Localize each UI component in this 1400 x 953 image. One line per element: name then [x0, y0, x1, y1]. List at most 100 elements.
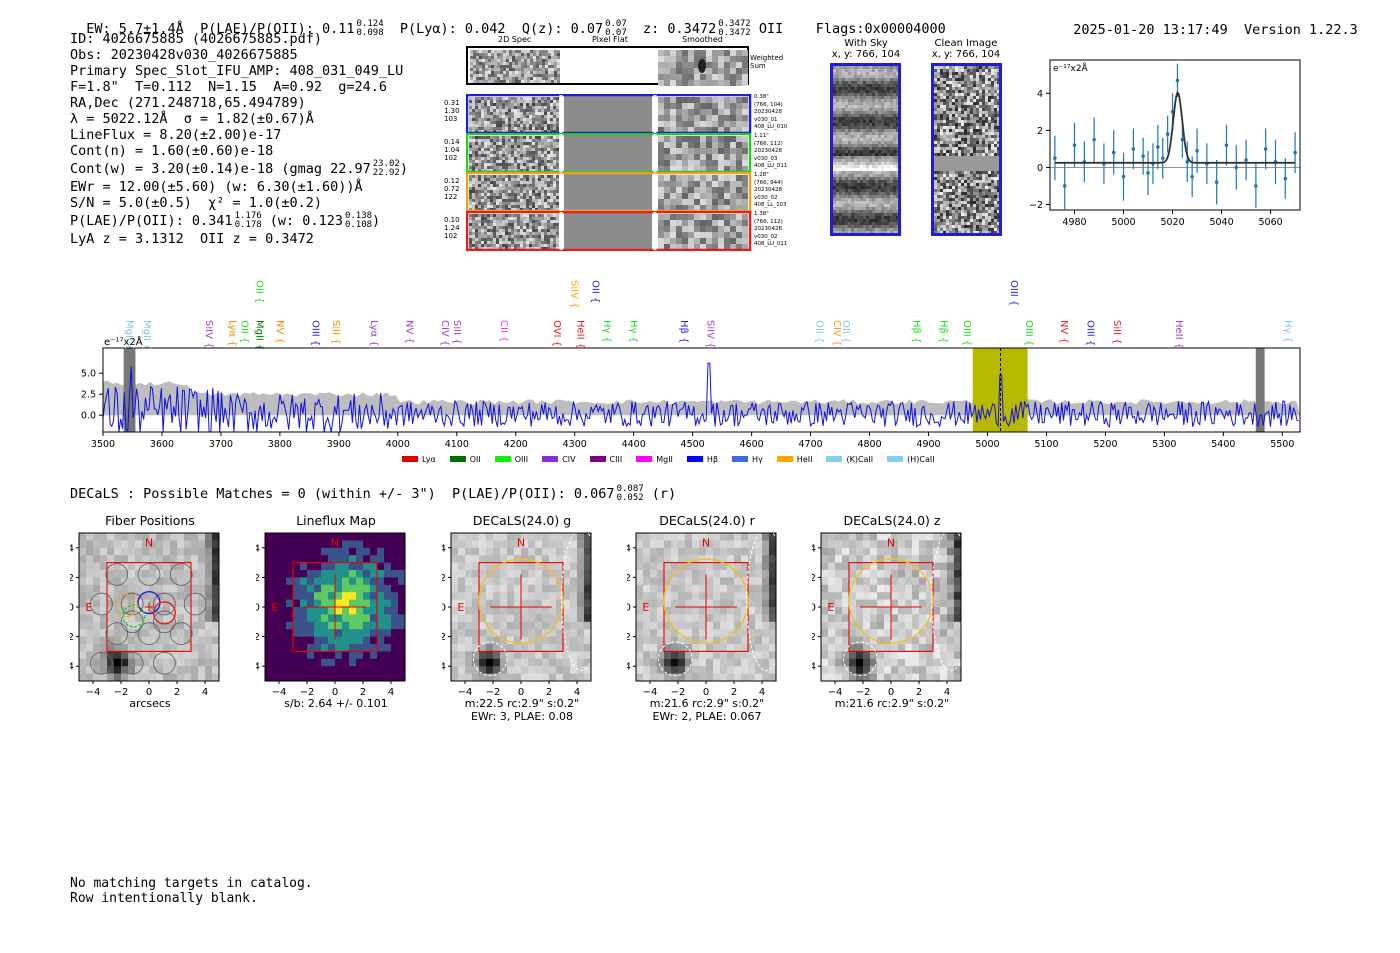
decals-pixel — [265, 570, 273, 578]
decals-pixel — [170, 644, 178, 652]
decals-pixel — [272, 636, 280, 645]
decals-pixel — [940, 636, 948, 645]
decals-pixel — [286, 584, 294, 593]
decals-pixel — [314, 644, 322, 652]
decals-pixel — [954, 629, 962, 638]
decals-panel-caption: arcsecs — [129, 697, 171, 710]
decals-pixel — [79, 562, 87, 571]
decals-pixel — [856, 599, 864, 608]
decals-pixel — [100, 651, 108, 660]
decals-pixel — [762, 644, 770, 652]
decals-pixel — [671, 592, 679, 601]
decals-pixel — [398, 577, 406, 586]
decals-pixel — [370, 651, 378, 660]
decals-pixel — [493, 592, 501, 601]
decals-pixel — [556, 673, 564, 682]
decals-pixel — [156, 547, 164, 556]
decals-pixel — [570, 540, 578, 549]
decals-xtick-label: 2 — [916, 687, 922, 698]
decals-pixel — [842, 584, 850, 593]
decals-pixel — [135, 651, 143, 660]
cutout-row-frame — [466, 211, 752, 251]
decals-pixel — [678, 584, 686, 593]
decals-pixel — [198, 547, 206, 556]
decals-pixel — [370, 599, 378, 608]
decals-pixel — [849, 584, 857, 593]
decals-pixel — [328, 621, 336, 630]
decals-panel-title: Fiber Positions — [105, 513, 195, 528]
decals-panel-caption: EWr: 2, PLAE: 0.067 — [652, 710, 762, 723]
decals-pixel — [542, 607, 550, 615]
decals-pixel — [748, 636, 756, 645]
decals-pixel — [842, 533, 850, 541]
legend-item: CIV — [542, 455, 576, 464]
decals-pixel — [198, 666, 206, 675]
decals-pixel — [919, 540, 927, 549]
decals-pixel — [451, 555, 459, 564]
decals-pixel — [521, 533, 529, 541]
decals-pixel — [821, 666, 829, 675]
decals-pixel — [293, 592, 301, 601]
zoom-data-point — [1111, 150, 1116, 155]
decals-pixel — [191, 614, 199, 623]
decals-pixel — [479, 533, 487, 541]
decals-pixel — [398, 621, 406, 630]
decals-pixel — [643, 629, 651, 638]
decals-pixel — [398, 555, 406, 564]
decals-pixel — [391, 562, 399, 571]
decals-pixel — [328, 547, 336, 556]
decals-pixel — [377, 644, 385, 652]
decals-pixel — [300, 570, 308, 578]
decals-pixel — [293, 533, 301, 541]
cutout-row-meta-line: v030_01 — [754, 116, 778, 123]
decals-pixel — [356, 666, 364, 675]
decals-pixel — [342, 607, 350, 615]
decals-pixel — [933, 629, 941, 638]
legend-label: Lyα — [422, 454, 436, 464]
decals-pixel — [835, 666, 843, 675]
decals-pixel — [542, 570, 550, 578]
decals-pixel — [321, 629, 329, 638]
decals-pixel — [650, 621, 658, 630]
decals-pixel — [293, 540, 301, 549]
decals-pixel — [177, 577, 185, 586]
decals-pixel — [528, 651, 536, 660]
decals-pixel — [884, 607, 892, 615]
decals-pixel — [272, 621, 280, 630]
decals-pixel — [86, 555, 94, 564]
decals-panel-title: DECaLS(24.0) g — [472, 513, 572, 528]
spectral-line-label: Hγ { — [1282, 320, 1293, 343]
decals-pixel — [706, 614, 714, 623]
decals-pixel — [142, 562, 150, 571]
decals-pixel — [741, 584, 749, 593]
cutout-row-stat: 0.12 — [444, 177, 460, 185]
decals-pixel — [549, 592, 557, 601]
decals-pixel — [163, 599, 171, 608]
decals-pixel — [870, 658, 878, 667]
decals-pixel — [86, 658, 94, 667]
decals-pixel — [835, 629, 843, 638]
decals-pixel — [912, 547, 920, 556]
decals-pixel — [507, 547, 515, 556]
decals-aperture-box — [106, 562, 192, 652]
decals-pixel — [486, 666, 494, 675]
decals-pixel — [535, 607, 543, 615]
decals-pixel — [699, 570, 707, 578]
decals-pixel — [835, 614, 843, 623]
decals-pixel — [685, 658, 693, 667]
decals-pixel — [577, 547, 585, 556]
decals-pixel — [919, 599, 927, 608]
decals-pixel — [356, 555, 364, 564]
decals-pixel — [762, 562, 770, 571]
decals-pixel — [741, 577, 749, 586]
decals-pixel — [177, 673, 185, 682]
decals-pixel — [954, 592, 962, 601]
decals-xtick-label: 0 — [146, 687, 152, 698]
spectral-line-label: Hγ { — [601, 320, 612, 343]
decals-pixel — [493, 636, 501, 645]
decals-pixel — [535, 570, 543, 578]
spectral-line-lower: Lyα { — [227, 320, 238, 347]
decals-pixel — [954, 584, 962, 593]
decals-pixel — [493, 533, 501, 541]
